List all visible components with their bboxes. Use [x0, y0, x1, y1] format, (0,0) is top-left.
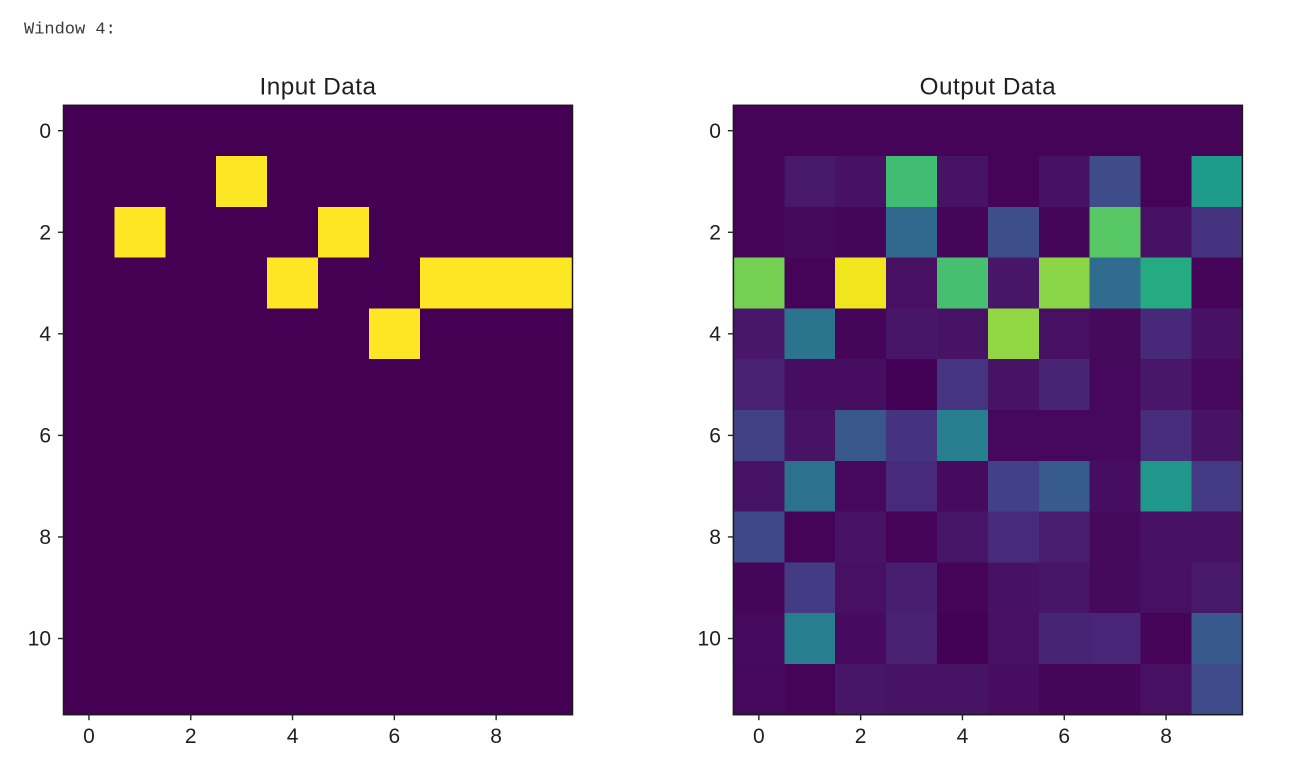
svg-text:0: 0	[753, 725, 765, 748]
svg-text:0: 0	[83, 725, 95, 748]
svg-text:4: 4	[709, 323, 721, 346]
svg-text:Output Data: Output Data	[920, 73, 1057, 100]
svg-text:6: 6	[389, 725, 401, 748]
svg-text:4: 4	[39, 323, 51, 346]
svg-text:10: 10	[698, 628, 721, 651]
svg-text:8: 8	[709, 526, 721, 549]
svg-text:6: 6	[1058, 725, 1070, 748]
svg-text:0: 0	[39, 120, 51, 143]
svg-text:2: 2	[709, 221, 721, 244]
svg-text:6: 6	[709, 425, 721, 448]
svg-text:8: 8	[490, 725, 502, 748]
svg-text:8: 8	[39, 526, 51, 549]
svg-text:8: 8	[1160, 725, 1172, 748]
svg-text:2: 2	[39, 221, 51, 244]
svg-text:4: 4	[287, 725, 299, 748]
svg-text:2: 2	[855, 725, 867, 748]
svg-text:0: 0	[709, 120, 721, 143]
svg-text:4: 4	[957, 725, 969, 748]
svg-text:Window 4:: Window 4:	[24, 21, 116, 40]
svg-text:10: 10	[28, 628, 51, 651]
svg-text:Input Data: Input Data	[259, 73, 376, 100]
svg-text:2: 2	[185, 725, 197, 748]
svg-text:6: 6	[39, 425, 51, 448]
